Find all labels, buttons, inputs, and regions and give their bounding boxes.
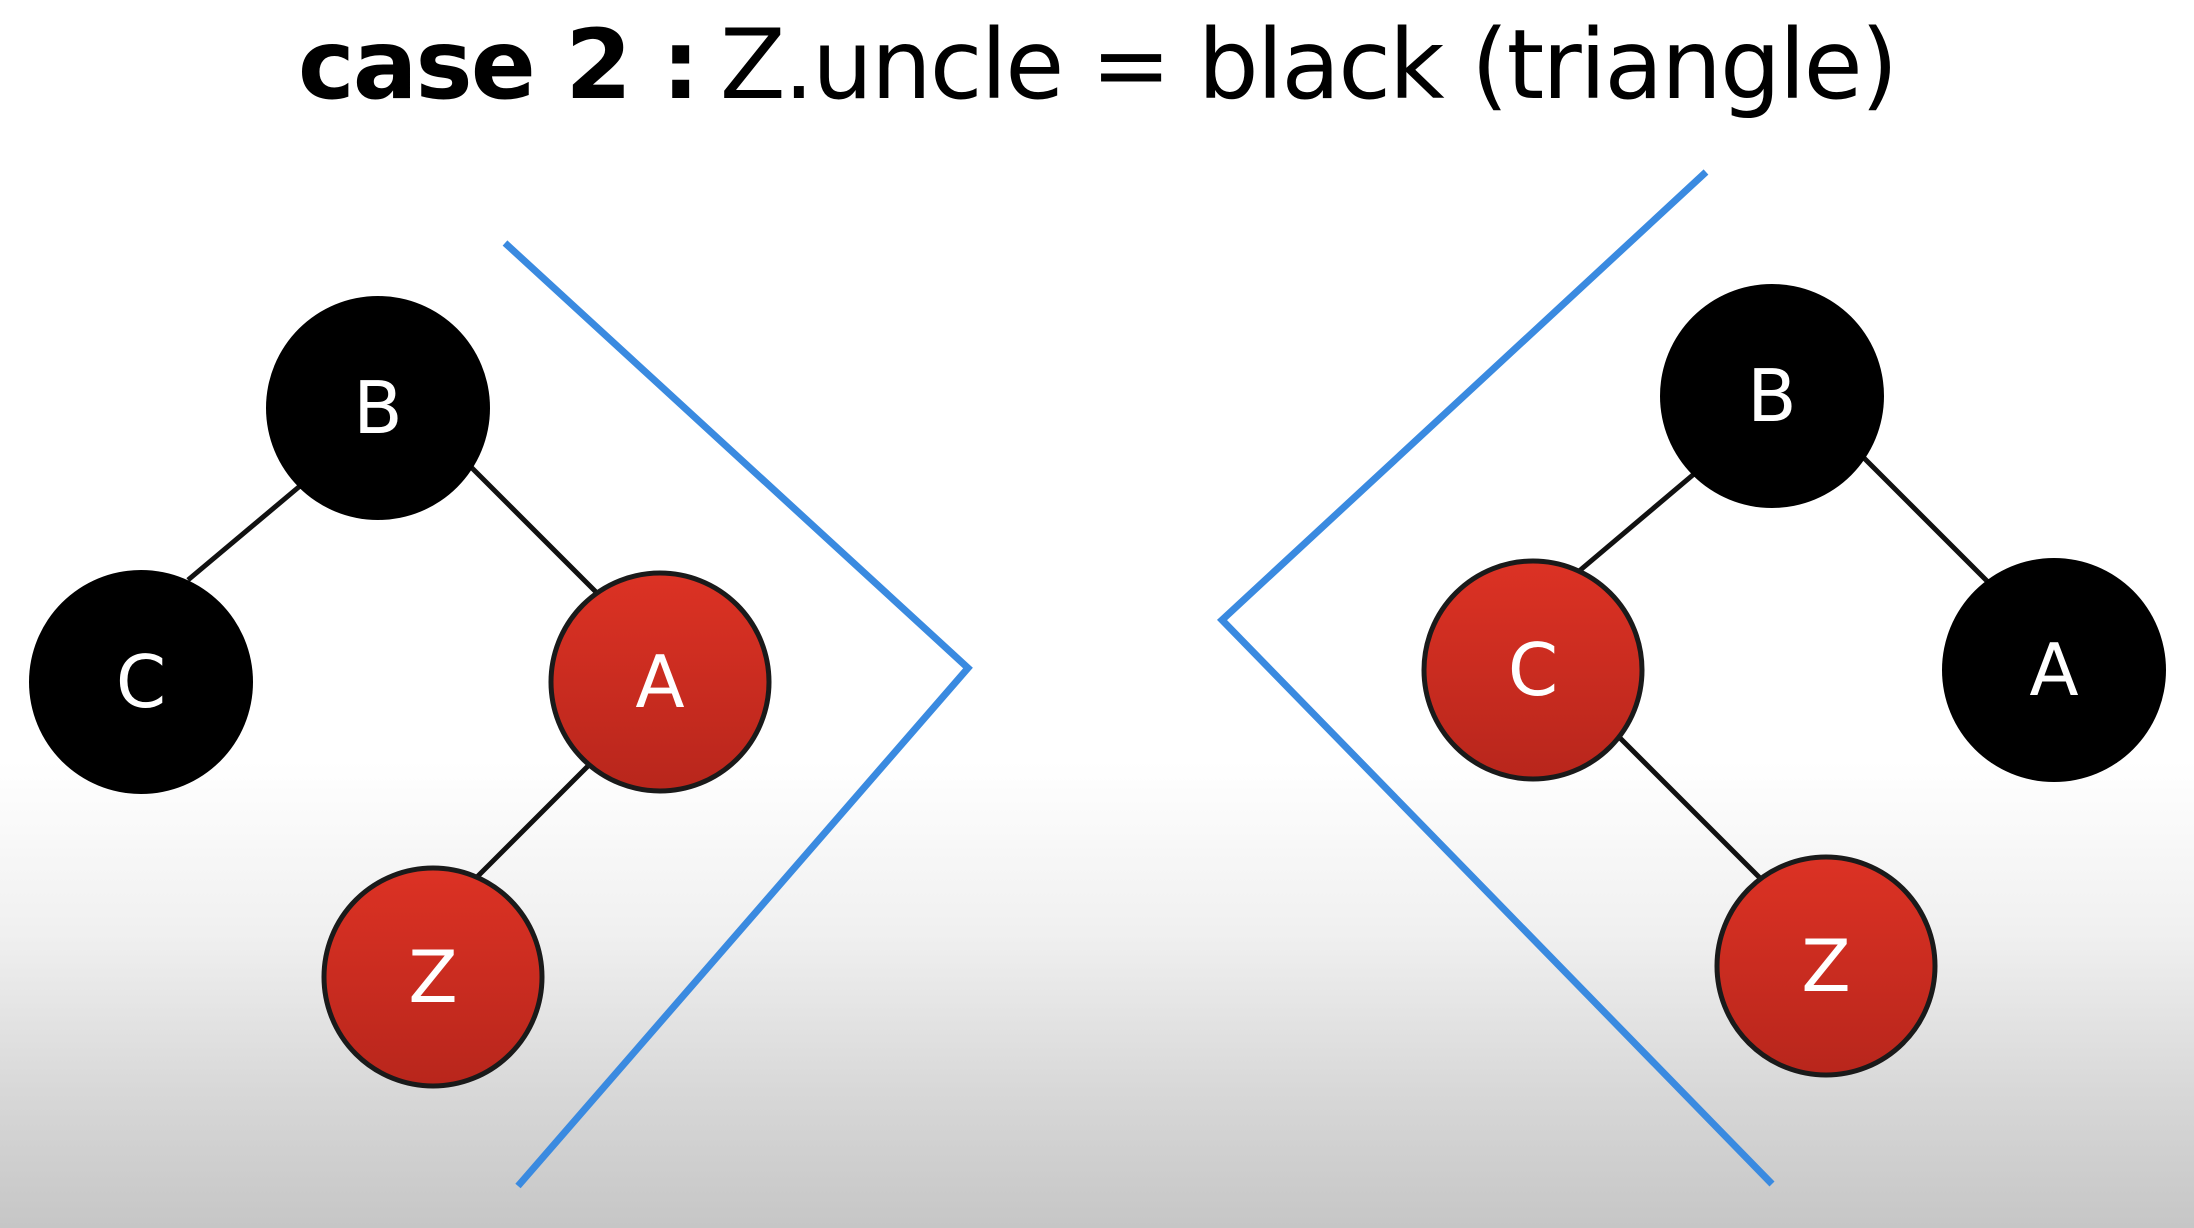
left-node-a: A: [548, 570, 772, 794]
right-edge-b-c: [1576, 472, 1696, 574]
title-condition: Z.uncle = black (triangle): [719, 9, 1898, 121]
right-node-z: Z: [1714, 854, 1938, 1078]
left-triangle-bracket: [502, 240, 973, 1189]
right-tree: B C A Z: [1421, 284, 2166, 1078]
left-node-a-label: A: [635, 640, 684, 724]
left-node-z: Z: [321, 865, 545, 1089]
slide-title: case 2 : Z.uncle = black (triangle): [0, 0, 2194, 130]
left-node-c: C: [29, 570, 253, 794]
right-node-c: C: [1421, 558, 1645, 782]
right-node-z-label: Z: [1801, 924, 1850, 1008]
left-node-b: B: [266, 296, 490, 520]
right-node-a: A: [1942, 558, 2166, 782]
right-node-c-label: C: [1508, 628, 1558, 712]
title-case-label: case 2 :: [297, 9, 700, 121]
left-node-z-label: Z: [408, 935, 457, 1019]
right-triangle-bracket: [1216, 169, 1775, 1187]
left-tree: B C A Z: [29, 296, 772, 1089]
right-edge-c-z: [1616, 734, 1766, 884]
right-node-a-label: A: [2029, 628, 2078, 712]
right-edge-b-a: [1860, 454, 1990, 584]
right-node-b: B: [1660, 284, 1884, 508]
right-node-b-label: B: [1747, 354, 1796, 438]
left-edge-b-a: [468, 464, 598, 594]
left-node-b-label: B: [353, 366, 402, 450]
left-edge-a-z: [474, 762, 592, 880]
left-edge-b-c: [186, 484, 302, 582]
left-node-c-label: C: [116, 640, 166, 724]
